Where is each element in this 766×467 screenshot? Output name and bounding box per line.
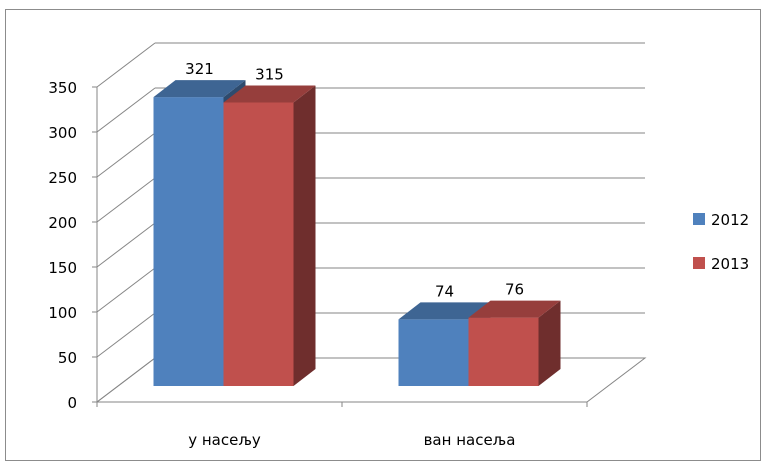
- bar-top-2012-0: [153, 80, 246, 98]
- x-axis-tick-labels: у насељу ван насеља: [188, 431, 515, 449]
- bar-top-2012-1: [398, 302, 491, 320]
- axes: [92, 86, 588, 407]
- bar-top-2013-1: [468, 300, 561, 318]
- y-tick-label: 250: [48, 169, 77, 187]
- legend-label-2013: 2013: [711, 255, 749, 273]
- y-tick-label: 0: [67, 394, 77, 412]
- y-tick-label: 50: [58, 349, 77, 367]
- y-tick-label: 200: [48, 214, 77, 232]
- gridline-side: [96, 42, 156, 88]
- data-label-2013-0: 315: [255, 66, 284, 84]
- gridline-side: [96, 87, 156, 133]
- gridline-side: [96, 222, 156, 268]
- gridline-side: [96, 267, 156, 313]
- x-tick-label: у насељу: [188, 431, 261, 449]
- bar-top-2013-0: [223, 85, 316, 103]
- gridline-side: [96, 312, 156, 358]
- bar-side-2013-0: [293, 85, 316, 386]
- legend-label-2012: 2012: [711, 211, 749, 229]
- gridline-side: [96, 132, 156, 178]
- bar-2012-0: [153, 97, 224, 386]
- bar-2013-1: [468, 317, 539, 386]
- data-label-2012-0: 321: [185, 60, 214, 78]
- y-tick-label: 350: [48, 79, 77, 97]
- y-axis-tick-labels: 0 50 100 150 200 250 300 350: [48, 79, 77, 412]
- gridline-side: [96, 357, 156, 403]
- data-labels: 321 315 74 76: [185, 60, 524, 300]
- y-tick-label: 300: [48, 124, 77, 142]
- bar-2012-1: [398, 319, 469, 386]
- legend-swatch-2013: [693, 257, 705, 269]
- chart-frame: [5, 9, 761, 461]
- y-tick-label: 150: [48, 259, 77, 277]
- data-label-2013-1: 76: [505, 281, 524, 299]
- x-tick-label: ван насеља: [424, 431, 516, 449]
- data-label-2012-1: 74: [435, 282, 454, 300]
- legend: 2012 2013: [693, 211, 749, 273]
- bars: [153, 80, 561, 386]
- bar-side-2013-1: [538, 300, 561, 386]
- legend-swatch-2012: [693, 213, 705, 225]
- y-tick-label: 100: [48, 304, 77, 322]
- gridline-side: [96, 177, 156, 223]
- bar-2013-0: [223, 102, 294, 386]
